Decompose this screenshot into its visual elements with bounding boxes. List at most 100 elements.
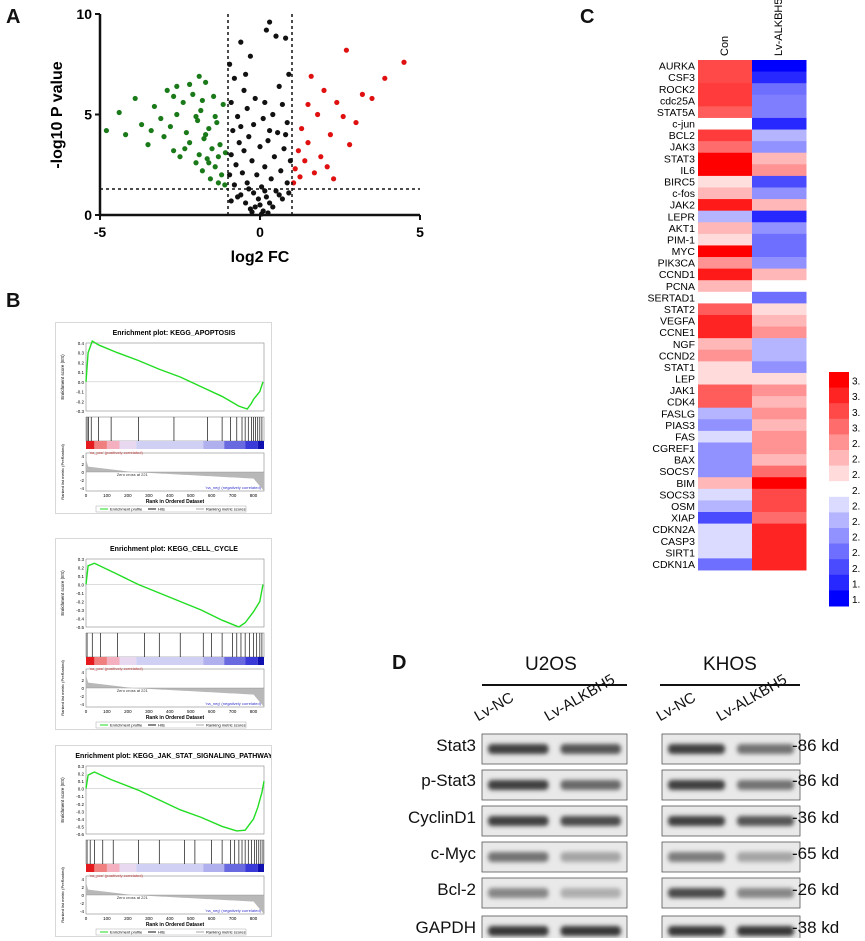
- blot-band-3-2: [668, 852, 725, 862]
- gsea-legend-label-2: Ranking metric scores: [206, 723, 246, 728]
- gsea-ytick-label-3: 0.0: [78, 583, 85, 588]
- gsea-xtick-label-1: 100: [103, 709, 111, 714]
- gsea-ytick-label-2: 0.2: [78, 360, 85, 365]
- blot-band-0-2: [668, 744, 725, 754]
- volcano-point-s1-27: [257, 144, 263, 150]
- gsea-metric-ytick-1: 2: [81, 462, 84, 467]
- gsea-rank-band-6: [224, 657, 246, 665]
- blot-band-4-3: [737, 888, 794, 898]
- heatmap-cell-36-1: [752, 477, 807, 490]
- heatmap-cell-28-0: [698, 384, 753, 397]
- heatmap-scale-label-10: 2.26: [852, 533, 860, 544]
- heatmap-scale-swatch-0: [829, 372, 849, 389]
- gsea-ytick-label-5: -0.2: [76, 600, 84, 605]
- heatmap-row-label-15: PIM-1: [667, 234, 695, 246]
- gsea-xtick-label-5: 500: [187, 709, 195, 714]
- heatmap-cell-29-1: [752, 396, 807, 409]
- heatmap-row-label-27: LEP: [675, 374, 695, 386]
- heatmap-row-label-3: cdc25A: [660, 95, 695, 107]
- gsea-ytick-label-4: 0.0: [78, 380, 85, 385]
- gsea-xlabel: Rank in Ordered Dataset: [146, 499, 205, 505]
- volcano-point-s1-54: [252, 204, 258, 210]
- volcano-point-s2-13: [347, 142, 353, 148]
- blot-band-0-0: [488, 744, 549, 754]
- gsea-xtick-label-2: 200: [124, 493, 132, 498]
- volcano-point-s1-24: [281, 146, 287, 152]
- volcano-point-s0-26: [206, 125, 212, 132]
- blot-band-5-1: [560, 926, 621, 936]
- gsea-legend-label-1: Hits: [158, 930, 165, 935]
- gsea-rank-band-1: [94, 441, 107, 449]
- volcano-point-s2-17: [324, 164, 330, 170]
- gsea-ytick-label-4: -0.1: [76, 591, 84, 596]
- gsea-xtick-label-1: 100: [103, 493, 111, 498]
- gsea-enrichment-profile: [85, 771, 265, 832]
- volcano-point-s0-14: [180, 99, 186, 106]
- gsea-zero-cross-label: Zero cross at 221: [117, 895, 149, 900]
- volcano-point-s2-6: [334, 99, 340, 106]
- gsea-xlabel: Rank in Ordered Dataset: [146, 922, 205, 928]
- gsea-xtick-label-6: 600: [208, 709, 216, 714]
- heatmap-row-label-1: CSF3: [668, 72, 695, 84]
- blot-band-4-2: [668, 888, 725, 898]
- heatmap-scale-swatch-10: [829, 528, 849, 545]
- heatmap-row-label-21: STAT2: [664, 304, 695, 316]
- gsea-neg-label: 'na_neg' (negatively correlated): [205, 485, 261, 490]
- heatmap-cell-39-1: [752, 512, 807, 525]
- protein-label-cyclind1: CyclinD1: [407, 808, 476, 827]
- gsea-rank-band-3: [119, 657, 137, 665]
- gsea-metric-ytick-2: 0: [81, 893, 84, 898]
- volcano-point-s0-38: [174, 83, 180, 89]
- gsea-ylabel2: Ranked list metric (PreRanked): [60, 660, 65, 716]
- group-u2os: U2OS: [525, 654, 577, 675]
- heatmap-scale-swatch-5: [829, 450, 849, 467]
- gsea-rank-band-6: [224, 441, 246, 449]
- volcano-point-s0-33: [217, 142, 223, 148]
- heatmap-cell-10-1: [752, 175, 807, 188]
- gsea-legend-label-0: Enrichment profile: [110, 723, 143, 728]
- heatmap-cell-12-1: [752, 199, 807, 212]
- gsea-legend-label-2: Ranking metric scores: [206, 507, 246, 512]
- kd-label-bcl-2: -26 kd: [792, 880, 840, 899]
- heatmap-cell-1-0: [698, 71, 753, 84]
- volcano-point-s0-37: [222, 150, 229, 156]
- heatmap-scale-label-8: 2.49: [852, 501, 860, 512]
- gsea-ylabel: Enrichment score (ES): [60, 570, 65, 616]
- gsea-xtick-label-6: 600: [208, 916, 216, 921]
- volcano-xtick-label-2: 5: [416, 224, 424, 240]
- heatmap-cell-8-1: [752, 152, 807, 165]
- heatmap-cell-31-1: [752, 419, 807, 432]
- heatmap-cell-15-0: [698, 233, 753, 246]
- gsea-enrichment-profile: [85, 340, 264, 410]
- volcano-point-s0-8: [161, 134, 167, 140]
- volcano-point-s2-12: [305, 140, 311, 146]
- heatmap-row-label-5: c-jun: [672, 119, 695, 131]
- heatmap-row-label-20: SERTAD1: [648, 292, 696, 304]
- blot-band-2-3: [737, 816, 794, 826]
- gsea-plot-2: Enrichment plot: KEGG_CELL_CYCLE 0.3 0.2 0.…: [55, 538, 272, 730]
- gsea-rank-band-4: [136, 441, 204, 449]
- heatmap-scale-swatch-3: [829, 418, 849, 435]
- heatmap-col-con: Con: [719, 36, 731, 56]
- gsea-ytick-label-6: -0.3: [76, 608, 84, 613]
- gsea-plot-3: Enrichment plot: KEGG_JAK_STAT_SIGNALING…: [55, 745, 273, 937]
- gsea-metric-ytick-3: -2: [80, 478, 84, 483]
- volcano-point-s1-66: [267, 127, 273, 134]
- heatmap-row-label-29: CDK4: [667, 397, 695, 409]
- gsea-enrichment-profile: [85, 562, 264, 628]
- gsea-legend-label-0: Enrichment profile: [110, 930, 143, 935]
- volcano-point-s1-12: [279, 101, 285, 108]
- group-underline-u2os: [482, 684, 627, 686]
- volcano-point-s0-24: [203, 79, 209, 85]
- heatmap-scale-swatch-2: [829, 403, 849, 420]
- gsea-es-frame: [85, 342, 265, 412]
- gsea-rank-band-1: [94, 657, 107, 665]
- kd-label-p-stat3: -86 kd: [792, 771, 840, 790]
- heatmap-cell-28-1: [752, 384, 807, 397]
- volcano-point-s2-5: [321, 87, 327, 93]
- gsea-rank-band-0: [86, 657, 95, 665]
- heatmap-cell-2-1: [752, 83, 807, 96]
- volcano-ytick-label-2: 10: [76, 6, 92, 22]
- volcano-point-s1-21: [236, 140, 242, 146]
- heatmap-cell-36-0: [698, 477, 753, 490]
